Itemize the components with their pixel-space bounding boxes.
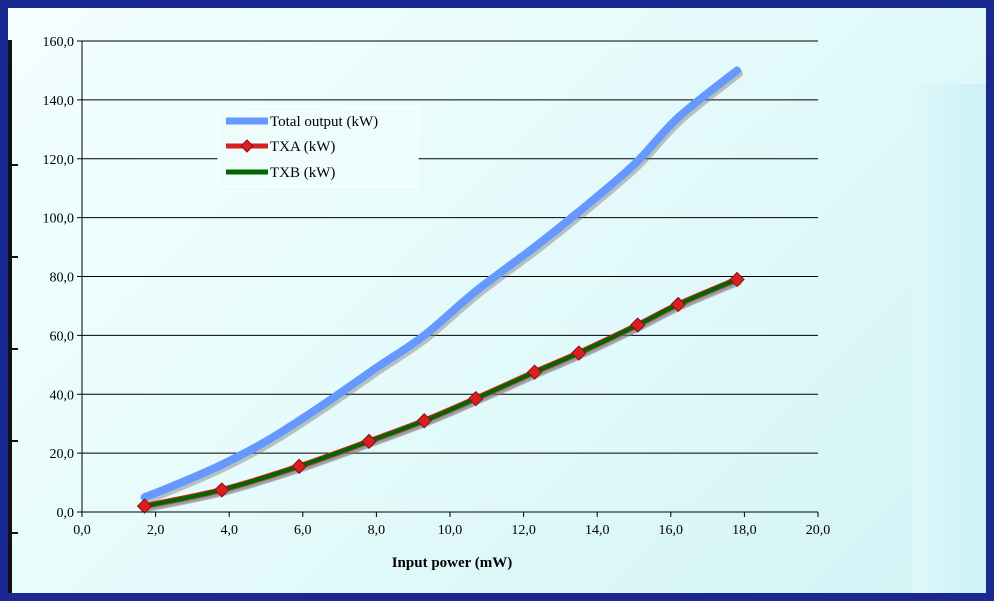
x-tick-label: 18,0 [732, 523, 757, 538]
legend-label: Total output (kW) [270, 114, 378, 130]
txa-data-point [729, 271, 745, 288]
left-edge-tick [8, 164, 18, 166]
txa-line [141, 276, 741, 510]
txa-data-point [291, 458, 307, 475]
x-tick-label: 10,0 [438, 523, 463, 538]
axes [77, 40, 819, 517]
x-tick-label: 14,0 [585, 523, 610, 538]
y-tick-label: 140,0 [43, 94, 75, 109]
y-tick-label: 100,0 [43, 212, 75, 227]
txa-data-point [214, 482, 230, 498]
left-edge-tick [8, 532, 18, 534]
x-tick-label: 0,0 [73, 523, 91, 538]
y-tick-label: 80,0 [50, 271, 75, 286]
txa-data-point [416, 413, 432, 429]
tick-labels: 0,0 20,0 40,0 60,0 80,0 100,0 120,0 140,0 160,0 0… [43, 35, 831, 538]
side-panel [912, 84, 986, 593]
y-tick-label: 120,0 [43, 153, 75, 168]
txa-data-point [468, 390, 484, 407]
x-tick-label: 20,0 [806, 523, 831, 538]
x-tick-label: 2,0 [147, 523, 165, 538]
left-edge-tick [8, 348, 18, 350]
legend-label: TXB (kW) [270, 165, 335, 181]
total-output-line [140, 66, 742, 502]
y-tick-label: 20,0 [50, 447, 75, 462]
y-tick-label: 40,0 [50, 388, 75, 403]
txa-data-point [670, 296, 686, 313]
txa-data-point [571, 345, 587, 361]
txa-data-point [526, 364, 543, 380]
left-edge-strip [8, 40, 18, 593]
y-tick-label: 60,0 [50, 329, 75, 344]
x-tick-label: 8,0 [368, 523, 386, 538]
legend-marker [240, 139, 254, 153]
txa-data-point [361, 433, 377, 450]
left-edge-tick [8, 440, 18, 442]
txb-line [142, 277, 740, 509]
y-tick-label: 0,0 [57, 506, 75, 521]
txa-data-point [629, 317, 646, 333]
x-tick-label: 4,0 [220, 523, 238, 538]
x-tick-label: 6,0 [294, 523, 312, 538]
left-edge-tick [8, 256, 18, 258]
legend: Total output (kW) TXA (kW) TXB (kW) [217, 106, 419, 188]
x-tick-label: 12,0 [511, 523, 536, 538]
series [136, 66, 745, 514]
y-tick-label: 160,0 [43, 35, 75, 50]
legend-label: TXA (kW) [270, 139, 335, 155]
txa-data-point [136, 498, 153, 514]
x-tick-label: 16,0 [659, 523, 684, 538]
x-axis-title: Input power (mW) [392, 555, 513, 571]
gridlines [82, 40, 818, 513]
